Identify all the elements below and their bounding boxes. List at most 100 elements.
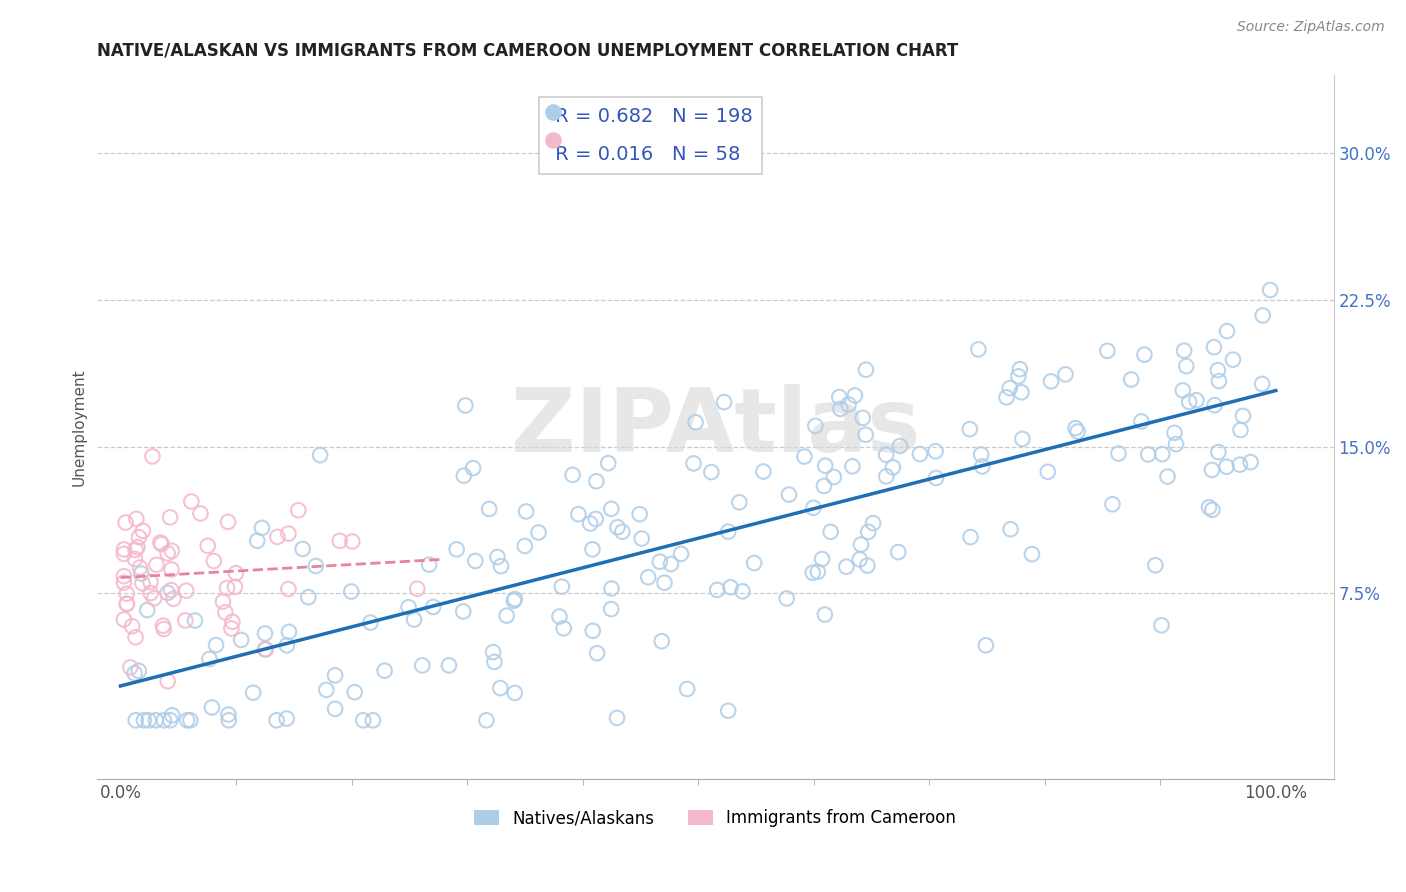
- Point: [190, 507, 212, 521]
- Point: [343, 685, 366, 699]
- Point: [1171, 384, 1194, 398]
- Point: [174, 614, 197, 628]
- Point: [1144, 558, 1167, 573]
- Point: [1201, 463, 1223, 477]
- Point: [454, 399, 477, 413]
- Point: [648, 555, 671, 569]
- Point: [855, 427, 877, 442]
- Point: [152, 622, 174, 636]
- Point: [1097, 343, 1119, 358]
- Point: [1173, 343, 1195, 358]
- Point: [814, 607, 837, 622]
- Point: [995, 391, 1018, 405]
- Point: [1007, 369, 1029, 384]
- Point: [1201, 503, 1223, 517]
- Point: [124, 630, 146, 644]
- Point: [156, 546, 179, 560]
- Point: [1150, 618, 1173, 632]
- Point: [706, 582, 728, 597]
- Point: [682, 457, 704, 471]
- Point: [852, 410, 875, 425]
- Point: [398, 600, 420, 615]
- Point: [848, 552, 870, 566]
- Point: [803, 500, 825, 515]
- Point: [612, 524, 634, 539]
- Point: [654, 575, 676, 590]
- Point: [925, 471, 948, 485]
- Point: [141, 450, 163, 464]
- Point: [254, 642, 277, 657]
- Point: [115, 597, 138, 611]
- Point: [1121, 372, 1143, 386]
- Point: [160, 708, 183, 723]
- Point: [489, 559, 512, 574]
- Text: R = 0.682   N = 198
 R = 0.016   N = 58: R = 0.682 N = 198 R = 0.016 N = 58: [548, 107, 752, 164]
- Point: [844, 388, 866, 402]
- Point: [1040, 375, 1063, 389]
- Point: [651, 634, 673, 648]
- Point: [1011, 432, 1033, 446]
- Point: [478, 502, 501, 516]
- Point: [184, 614, 207, 628]
- Point: [551, 580, 574, 594]
- Point: [253, 642, 276, 657]
- Point: [1000, 522, 1022, 536]
- Point: [793, 450, 815, 464]
- Point: [180, 494, 202, 508]
- Point: [486, 549, 509, 564]
- Point: [567, 507, 589, 521]
- Point: [129, 560, 152, 574]
- Point: [124, 552, 146, 566]
- Point: [159, 510, 181, 524]
- Point: [835, 559, 858, 574]
- Point: [908, 447, 931, 461]
- Point: [198, 652, 221, 666]
- Point: [217, 515, 239, 529]
- Point: [875, 469, 897, 483]
- Point: [139, 586, 162, 600]
- Point: [278, 624, 301, 639]
- Point: [606, 520, 628, 534]
- Point: [720, 580, 742, 594]
- Point: [1240, 455, 1263, 469]
- Point: [214, 605, 236, 619]
- Point: [581, 542, 603, 557]
- Point: [1164, 437, 1187, 451]
- Point: [160, 562, 183, 576]
- Point: [112, 547, 135, 561]
- Point: [1185, 393, 1208, 408]
- Point: [446, 542, 468, 557]
- Point: [717, 524, 740, 539]
- Point: [1066, 425, 1088, 439]
- Point: [124, 666, 146, 681]
- Point: [600, 582, 623, 596]
- Point: [630, 532, 652, 546]
- Point: [287, 503, 309, 517]
- Point: [814, 458, 837, 473]
- Point: [176, 713, 198, 727]
- Point: [1163, 425, 1185, 440]
- Point: [461, 461, 484, 475]
- Point: [266, 530, 288, 544]
- Point: [862, 516, 884, 530]
- Point: [112, 542, 135, 557]
- Y-axis label: Unemployment: Unemployment: [72, 368, 86, 486]
- Point: [495, 608, 517, 623]
- Point: [352, 713, 374, 727]
- Point: [315, 682, 337, 697]
- Point: [600, 501, 623, 516]
- Point: [527, 525, 550, 540]
- Point: [150, 537, 173, 551]
- Point: [156, 674, 179, 689]
- Point: [411, 658, 433, 673]
- Point: [752, 465, 775, 479]
- Point: [156, 586, 179, 600]
- Point: [503, 686, 526, 700]
- Point: [1101, 497, 1123, 511]
- Point: [887, 545, 910, 559]
- Point: [875, 448, 897, 462]
- Point: [807, 565, 830, 579]
- Point: [276, 712, 298, 726]
- Point: [882, 460, 904, 475]
- Point: [731, 584, 754, 599]
